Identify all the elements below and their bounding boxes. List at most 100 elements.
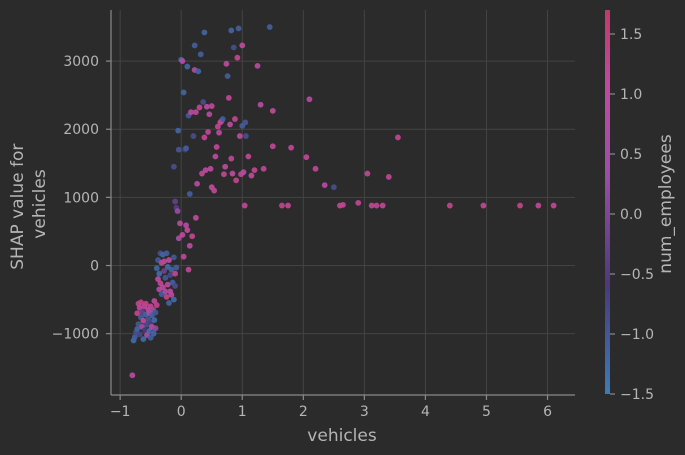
data-point <box>240 169 247 176</box>
colorbar-ticks: −1.5 −1.0 −0.5 0.0 0.5 1.0 1.5 <box>610 27 654 403</box>
data-point <box>279 202 285 209</box>
data-point <box>227 121 233 128</box>
data-point <box>151 317 158 323</box>
data-point <box>166 257 172 263</box>
data-point <box>228 155 235 162</box>
data-point <box>199 170 205 177</box>
data-point <box>192 109 199 116</box>
data-point <box>260 165 267 172</box>
data-point <box>221 171 227 178</box>
data-point <box>242 119 249 126</box>
axes <box>110 10 575 396</box>
data-point <box>535 202 542 209</box>
data-point <box>235 25 242 32</box>
data-point <box>212 153 219 160</box>
data-point <box>162 274 169 281</box>
data-point <box>186 242 193 249</box>
data-point <box>446 202 453 209</box>
data-point <box>266 24 273 30</box>
y-tick-label: 1000 <box>63 190 99 206</box>
x-tick-label: 6 <box>543 404 552 420</box>
data-point <box>156 270 163 277</box>
x-tick-label: 0 <box>177 404 186 420</box>
y-tick-label: 3000 <box>63 54 99 70</box>
data-point <box>140 336 147 343</box>
data-point <box>131 334 138 340</box>
data-point <box>180 253 187 260</box>
data-point <box>340 201 346 208</box>
data-point <box>168 266 175 273</box>
data-point <box>179 58 186 65</box>
data-point <box>480 202 487 209</box>
data-point <box>166 300 172 306</box>
x-axis-label: vehicles <box>307 426 377 446</box>
data-point <box>163 293 170 300</box>
data-point <box>147 334 154 341</box>
data-point <box>306 96 313 103</box>
data-point <box>175 235 182 242</box>
colorbar-tick-label: −1.5 <box>620 387 654 403</box>
data-point <box>321 182 328 189</box>
colorbar-tick-label: 0.0 <box>620 207 642 223</box>
data-point <box>254 62 261 69</box>
data-point <box>206 111 213 118</box>
x-tick-label: 2 <box>299 404 308 420</box>
data-point <box>285 202 291 209</box>
gridlines <box>111 10 575 395</box>
data-point <box>173 264 180 271</box>
data-point <box>385 174 392 180</box>
data-point <box>251 167 258 174</box>
x-tick-label: 4 <box>421 404 430 420</box>
data-point <box>257 101 264 108</box>
data-point <box>152 325 159 332</box>
data-point <box>229 170 236 177</box>
data-point <box>245 153 252 160</box>
data-point <box>395 134 401 141</box>
data-point <box>203 103 210 110</box>
data-point <box>161 258 168 265</box>
data-point <box>228 27 235 34</box>
data-point <box>373 202 380 209</box>
data-point <box>364 170 371 177</box>
data-point <box>170 163 177 170</box>
data-point <box>219 116 226 122</box>
colorbar-tick-label: 1.0 <box>620 87 642 103</box>
data-point <box>184 63 191 70</box>
data-point <box>163 250 170 257</box>
data-point <box>200 99 207 105</box>
data-point <box>180 89 187 96</box>
data-point <box>141 327 148 334</box>
x-tick-label: 3 <box>360 404 369 420</box>
tick-labels: −1 0 1 2 3 4 5 6 −1000 0 1000 2000 3000 <box>52 54 552 420</box>
data-point <box>186 191 193 197</box>
data-point <box>188 109 194 116</box>
data-point <box>234 54 241 61</box>
data-point <box>288 144 295 151</box>
data-point <box>239 42 246 49</box>
data-point <box>164 281 171 288</box>
data-point <box>184 227 191 233</box>
colorbar-tick-label: 0.5 <box>620 147 642 163</box>
data-point <box>223 60 230 67</box>
data-point <box>236 133 243 139</box>
colorbar <box>605 10 610 394</box>
colorbar-tick-label: −1.0 <box>620 327 654 343</box>
data-point <box>175 127 182 134</box>
y-tick-label: 0 <box>90 259 99 275</box>
data-point <box>183 145 189 152</box>
data-point <box>222 163 229 170</box>
data-point <box>153 265 160 272</box>
y-axis-label-line-2: vehicles <box>30 169 50 239</box>
data-point <box>230 44 237 51</box>
data-point <box>192 214 199 221</box>
x-tick-label: 5 <box>482 404 491 420</box>
data-point <box>202 167 209 174</box>
y-tick-label: 2000 <box>63 122 99 138</box>
data-point <box>140 317 147 324</box>
data-point <box>191 42 198 49</box>
data-point <box>248 172 255 179</box>
colorbar-tick-label: −0.5 <box>620 267 654 283</box>
data-point <box>161 268 168 274</box>
data-point <box>216 129 222 136</box>
